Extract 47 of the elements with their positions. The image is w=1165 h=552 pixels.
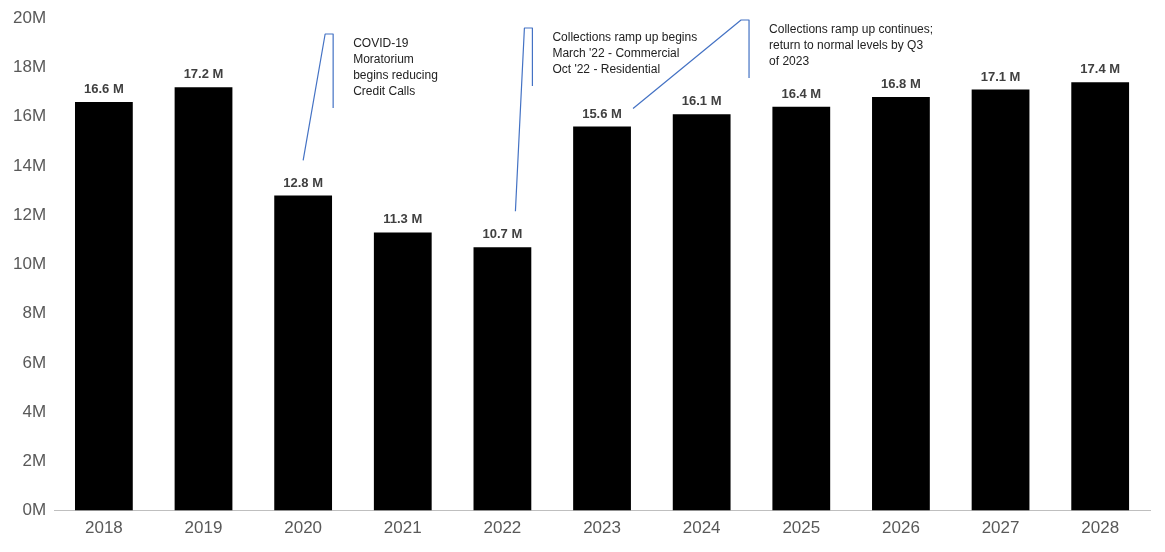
data-label: 16.1 M <box>681 93 722 109</box>
y-tick-label: 4M <box>22 401 47 421</box>
x-tick-label: 2021 <box>383 518 422 538</box>
x-tick-label: 2027 <box>981 518 1020 538</box>
bar <box>274 195 333 511</box>
x-tick-label: 2020 <box>284 518 323 538</box>
data-label: 16.8 M <box>881 76 921 92</box>
bar <box>672 114 731 511</box>
x-tick-label: 2023 <box>583 518 621 538</box>
x-tick-label: 2025 <box>782 518 821 538</box>
data-label: 16.6 M <box>84 80 124 96</box>
data-label: 17.4 M <box>1080 61 1121 77</box>
y-tick-label: 12M <box>12 204 47 224</box>
annotation: Collections ramp up continues; return to normal levels by Q3 of 2023 <box>769 22 934 69</box>
bar <box>1071 82 1130 511</box>
data-label: 16.4 M <box>781 85 822 101</box>
annotation: Collections ramp up begins March '22 - Commercial Oct '22 - Residential <box>552 30 698 77</box>
data-label: 17.1 M <box>980 68 1021 84</box>
y-tick-label: 8M <box>22 303 47 323</box>
y-tick-label: 16M <box>12 106 47 126</box>
y-tick-label: 10M <box>12 254 47 274</box>
data-label: 15.6 M <box>582 105 622 121</box>
bar <box>772 106 831 511</box>
annotation: COVID-19 Moratorium begins reducing Credit Calls <box>353 36 438 99</box>
data-label: 11.3 M <box>383 211 423 227</box>
y-tick-label: 14M <box>12 155 47 175</box>
x-tick-label: 2018 <box>84 518 123 538</box>
x-tick-label: 2026 <box>882 518 920 538</box>
y-tick-label: 6M <box>22 352 47 372</box>
y-tick-label: 2M <box>22 451 47 471</box>
data-label: 10.7 M <box>482 226 523 242</box>
bar <box>573 126 631 511</box>
bar <box>971 89 1030 511</box>
x-tick-label: 2022 <box>483 518 522 538</box>
y-tick-label: 0M <box>22 500 47 520</box>
data-label: 12.8 M <box>283 174 324 190</box>
x-tick-label: 2028 <box>1081 518 1120 538</box>
bar <box>872 96 930 511</box>
bar <box>74 101 133 511</box>
bar <box>174 87 233 511</box>
bar <box>373 232 432 511</box>
data-label: 17.2 M <box>183 66 224 82</box>
x-tick-label: 2019 <box>184 518 223 538</box>
y-tick-label: 20M <box>12 7 47 27</box>
bar <box>473 247 532 511</box>
x-tick-label: 2024 <box>682 518 721 538</box>
y-tick-label: 18M <box>12 57 47 77</box>
